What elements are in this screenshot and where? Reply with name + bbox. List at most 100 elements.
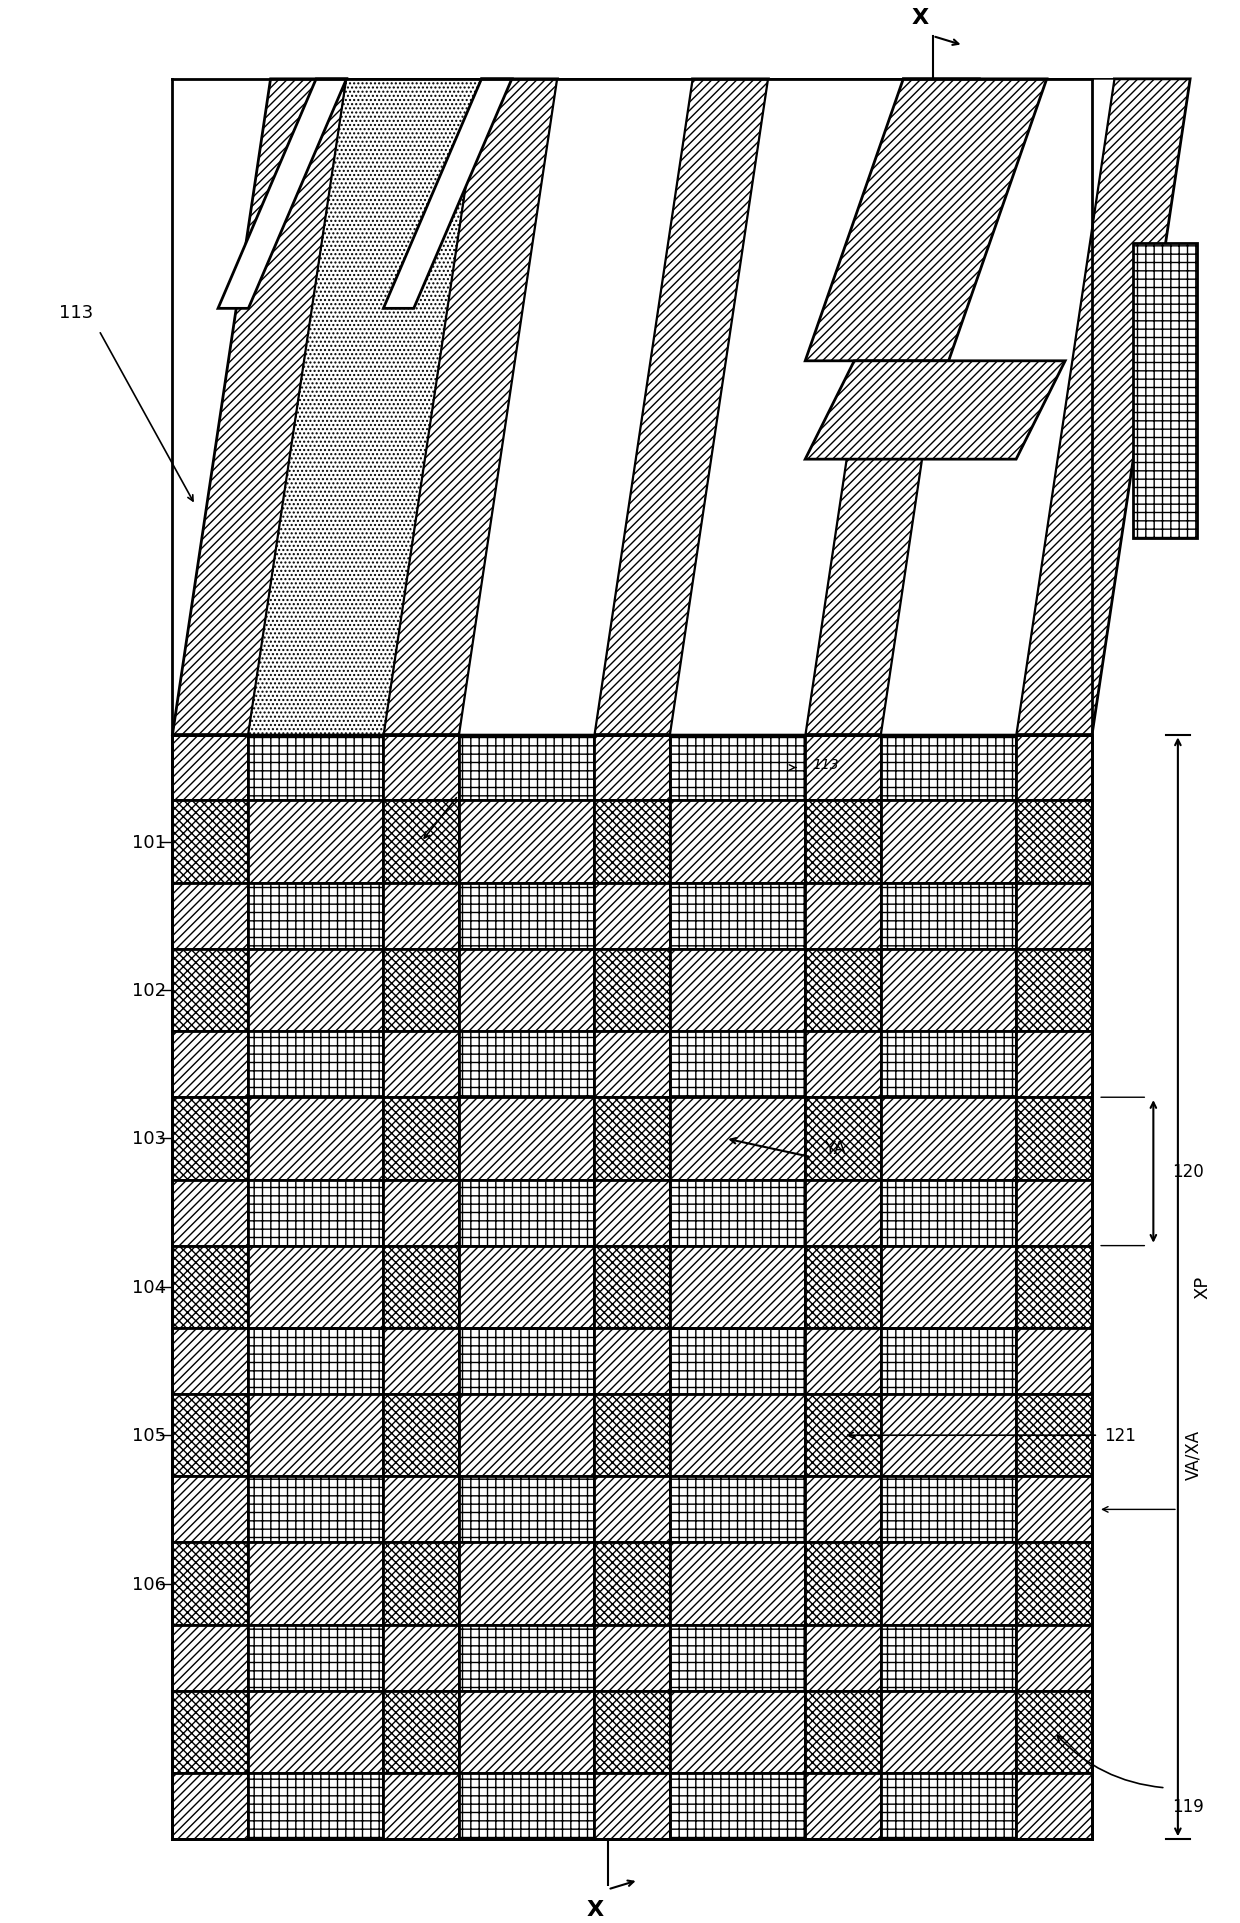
Bar: [882, 883, 1016, 950]
Bar: [172, 1773, 248, 1838]
Bar: [671, 1394, 805, 1477]
Bar: [459, 1098, 594, 1181]
Bar: [459, 1477, 594, 1542]
Bar: [1016, 883, 1092, 950]
Bar: [248, 1329, 383, 1394]
Bar: [248, 1033, 383, 1098]
Text: 104: 104: [133, 1279, 166, 1296]
Bar: [882, 1246, 1016, 1329]
Bar: [882, 735, 1016, 802]
Bar: [882, 1033, 1016, 1098]
Bar: [594, 1033, 671, 1098]
Bar: [172, 802, 248, 883]
Bar: [383, 1329, 459, 1394]
Bar: [1016, 1773, 1092, 1838]
Bar: [248, 1690, 383, 1773]
Bar: [594, 735, 671, 802]
Bar: [459, 1394, 594, 1477]
Bar: [459, 1690, 594, 1773]
Bar: [248, 1542, 383, 1625]
Bar: [1016, 735, 1092, 802]
Bar: [594, 1329, 671, 1394]
Bar: [383, 883, 459, 950]
Bar: [594, 950, 671, 1033]
Bar: [459, 883, 594, 950]
Bar: [594, 1625, 671, 1690]
Bar: [248, 1098, 383, 1181]
Bar: [1016, 1329, 1092, 1394]
Bar: [459, 1246, 594, 1329]
Text: X: X: [911, 8, 929, 27]
Polygon shape: [218, 81, 346, 310]
Bar: [383, 1773, 459, 1838]
Bar: [594, 1181, 671, 1246]
Bar: [383, 1542, 459, 1625]
Bar: [882, 1773, 1016, 1838]
Bar: [172, 1181, 248, 1246]
Bar: [805, 735, 882, 802]
Polygon shape: [882, 81, 1115, 735]
Bar: [805, 1181, 882, 1246]
Bar: [459, 1329, 594, 1394]
Bar: [594, 1477, 671, 1542]
Text: VA/XA: VA/XA: [1184, 1429, 1202, 1479]
Bar: [1016, 1477, 1092, 1542]
Bar: [671, 950, 805, 1033]
Bar: [805, 1246, 882, 1329]
Bar: [383, 1690, 459, 1773]
Polygon shape: [248, 81, 481, 735]
Bar: [594, 1098, 671, 1181]
Bar: [172, 1246, 248, 1329]
Bar: [805, 1477, 882, 1542]
Bar: [671, 1477, 805, 1542]
Bar: [248, 735, 383, 802]
Bar: [671, 735, 805, 802]
Text: 113: 113: [812, 758, 839, 771]
Bar: [882, 802, 1016, 883]
Bar: [1016, 1690, 1092, 1773]
Bar: [172, 1625, 248, 1690]
Bar: [1016, 1181, 1092, 1246]
Bar: [594, 1246, 671, 1329]
Bar: [383, 802, 459, 883]
Bar: [459, 735, 594, 802]
Text: X: X: [587, 1898, 604, 1919]
Bar: [805, 1542, 882, 1625]
Bar: [172, 1690, 248, 1773]
Bar: [882, 1394, 1016, 1477]
Text: 119: 119: [1172, 1798, 1204, 1815]
Bar: [805, 1394, 882, 1477]
Bar: [383, 735, 459, 802]
Text: XP: XP: [1194, 1275, 1211, 1298]
Bar: [248, 802, 383, 883]
Text: 102: 102: [133, 981, 166, 1000]
Polygon shape: [671, 81, 903, 735]
Bar: [172, 1033, 248, 1098]
Bar: [805, 1690, 882, 1773]
Bar: [805, 883, 882, 950]
Text: 120: 120: [1172, 1163, 1204, 1181]
Bar: [248, 950, 383, 1033]
Bar: [671, 1246, 805, 1329]
Bar: [172, 883, 248, 950]
Bar: [882, 1542, 1016, 1625]
Text: 101: 101: [133, 833, 166, 852]
Text: 121: 121: [1105, 1427, 1136, 1444]
Bar: [594, 1542, 671, 1625]
Bar: [172, 735, 248, 802]
Bar: [1016, 1033, 1092, 1098]
Bar: [383, 1098, 459, 1181]
Bar: [172, 1098, 248, 1181]
Text: YA: YA: [823, 1138, 846, 1158]
Bar: [248, 1181, 383, 1246]
Bar: [594, 1690, 671, 1773]
Text: 106: 106: [133, 1575, 166, 1592]
Bar: [383, 1394, 459, 1477]
Bar: [459, 1542, 594, 1625]
Bar: [805, 1098, 882, 1181]
Bar: [459, 1181, 594, 1246]
Bar: [172, 1542, 248, 1625]
Polygon shape: [1092, 81, 1190, 735]
Bar: [805, 1329, 882, 1394]
Bar: [172, 950, 248, 1033]
